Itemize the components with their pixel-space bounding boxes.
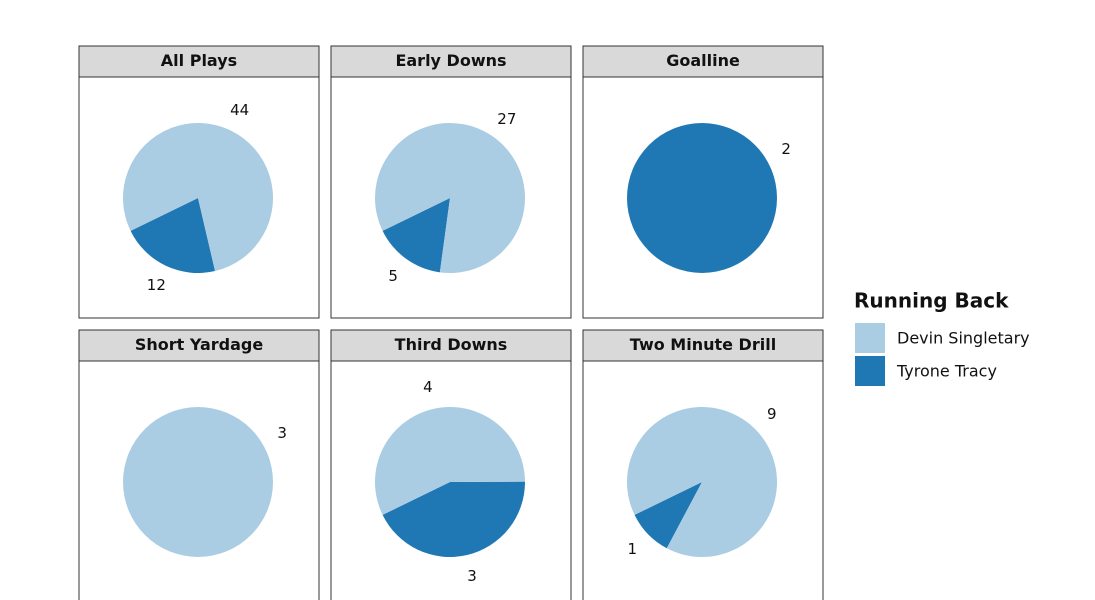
strip-title: Early Downs <box>395 51 506 70</box>
strip-title: Short Yardage <box>135 335 264 354</box>
data-label: 4 <box>423 378 433 396</box>
data-label: 3 <box>277 424 287 442</box>
strip-title: Goalline <box>666 51 740 70</box>
data-label: 9 <box>767 405 777 423</box>
pie-slice <box>375 407 525 515</box>
legend-label: Tyrone Tracy <box>896 362 997 381</box>
pie-slice <box>123 123 273 272</box>
data-label: 44 <box>230 101 249 119</box>
pie-slice <box>627 123 777 273</box>
data-label: 1 <box>627 540 637 558</box>
pie-slice <box>627 407 778 558</box>
strip <box>78 45 320 78</box>
pie-slice <box>382 198 450 273</box>
pie-slice <box>375 123 526 274</box>
data-label: 2 <box>781 140 791 158</box>
legend-title: Running Back <box>854 289 1009 313</box>
strip <box>78 329 320 362</box>
legend-label: Devin Singletary <box>897 329 1030 348</box>
data-label: 5 <box>388 267 398 285</box>
pie-slice <box>382 481 525 557</box>
strip-title: Third Downs <box>395 335 508 354</box>
legend-key <box>855 356 885 386</box>
strip <box>582 329 824 362</box>
pie-slice <box>130 198 216 273</box>
pie-slice <box>123 407 273 557</box>
data-label: 12 <box>147 276 166 294</box>
strip <box>330 329 572 362</box>
data-label: 27 <box>497 110 516 128</box>
strip <box>582 45 824 78</box>
strip <box>330 45 572 78</box>
strip-title: All Plays <box>161 51 237 70</box>
pie-slice <box>634 482 702 549</box>
legend-key <box>855 323 885 353</box>
data-label: 3 <box>467 567 477 585</box>
strip-title: Two Minute Drill <box>630 335 776 354</box>
